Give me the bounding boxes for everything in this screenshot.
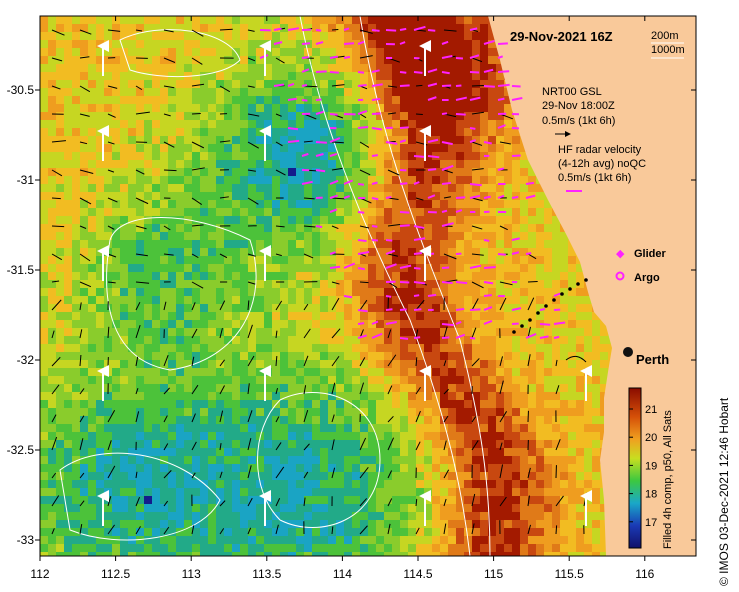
gsl-label-line-2: 29-Nov 18:00Z xyxy=(542,100,615,112)
x-axis: 112 112.5 113 113.5 114 114.5 115 115.5 116 xyxy=(30,16,655,581)
x-tick-label: 116 xyxy=(635,567,654,581)
x-tick-label: 114 xyxy=(333,567,352,581)
plot-frame xyxy=(39,15,697,557)
perth-marker xyxy=(623,347,633,357)
y-tick-label: -33 xyxy=(17,533,35,547)
glider-track xyxy=(512,278,588,334)
contour-label-1000m: 1000m xyxy=(651,44,685,56)
colorbar-tick-label: 19 xyxy=(645,460,657,472)
gsl-label-line-3: 0.5m/s (1kt 6h) xyxy=(542,115,615,127)
hf-label-line-1: HF radar velocity xyxy=(558,144,642,156)
x-tick-label: 113.5 xyxy=(252,567,281,581)
colorbar-title: Filled 4h comp, p50, All Sats xyxy=(662,410,674,549)
x-tick-label: 113 xyxy=(182,567,201,581)
date-label: 29-Nov-2021 16Z xyxy=(510,29,613,44)
wind-arrows xyxy=(97,40,592,526)
x-tick-label: 114.5 xyxy=(403,567,432,581)
colorbar-tick-label: 17 xyxy=(645,517,657,529)
side-credit: © IMOS 03-Dec-2021 12:46 Hobart xyxy=(717,397,731,586)
city-label: Perth xyxy=(636,352,669,367)
colorbar-tick-label: 21 xyxy=(645,404,657,416)
y-tick-label: -32.5 xyxy=(7,443,35,457)
land-mass xyxy=(488,16,696,556)
glider-legend-marker: ◆ xyxy=(616,248,625,260)
colorbar-tick-label: 18 xyxy=(645,489,657,501)
argo-legend-marker xyxy=(615,271,625,281)
y-tick-label: -31.5 xyxy=(7,263,35,277)
colorbar-tick-label: 20 xyxy=(645,432,657,444)
glider-legend-label: Glider xyxy=(634,248,667,260)
hf-label-line-3: 0.5m/s (1kt 6h) xyxy=(558,172,631,184)
argo-legend-label: Argo xyxy=(634,272,660,284)
x-tick-label: 115 xyxy=(484,567,503,581)
y-tick-label: -31 xyxy=(17,173,35,187)
hf-label-line-2: (4-12h avg) noQC xyxy=(558,158,646,170)
y-axis: -30.5 -31 -31.5 -32 -32.5 -33 xyxy=(7,83,696,547)
x-tick-label: 112 xyxy=(30,567,49,581)
colorbar xyxy=(628,387,642,549)
y-tick-label: -32 xyxy=(17,353,35,367)
x-tick-label: 115.5 xyxy=(555,567,584,581)
gsl-label-line-1: NRT00 GSL xyxy=(542,86,602,98)
y-tick-label: -30.5 xyxy=(7,83,35,97)
gsl-velocity-vectors xyxy=(51,27,588,535)
x-tick-label: 112.5 xyxy=(101,567,130,581)
sst-field xyxy=(40,16,696,556)
contour-label-200m: 200m xyxy=(651,30,679,42)
colorbar-ticks: 21 20 19 18 17 xyxy=(629,404,657,529)
perth-coast-detail xyxy=(565,355,587,363)
